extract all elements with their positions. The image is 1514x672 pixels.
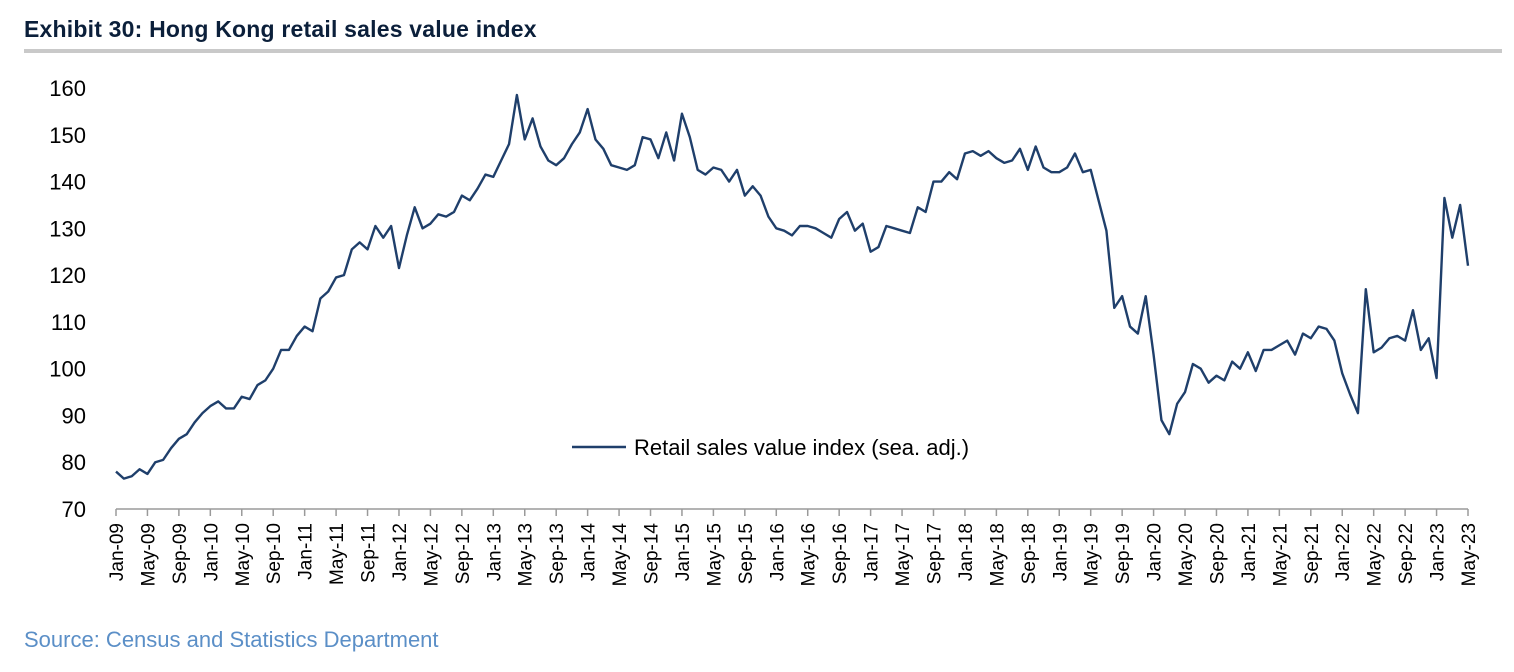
x-tick-label: Sep-12 <box>453 523 474 584</box>
x-tick-label: May-12 <box>421 523 442 586</box>
legend: Retail sales value index (sea. adj.) <box>572 435 969 460</box>
x-tick-label: Sep-13 <box>547 523 568 584</box>
x-tick-label: Jan-21 <box>1239 523 1260 581</box>
x-tick-label: May-10 <box>233 523 254 586</box>
x-tick-label: Sep-19 <box>1113 523 1134 584</box>
x-tick-label: May-15 <box>704 523 725 586</box>
x-tick-label: May-22 <box>1365 523 1386 586</box>
y-axis: 70 80 90 100 110 120 130 140 150 160 <box>49 76 86 522</box>
y-tick-label: 150 <box>49 123 86 148</box>
x-tick-label: May-18 <box>987 523 1008 586</box>
x-tick-label: May-20 <box>1176 523 1197 586</box>
x-tick-label: Jan-14 <box>579 523 600 582</box>
x-tick-label: Sep-22 <box>1396 523 1417 584</box>
x-tick-label: Sep-11 <box>359 523 380 583</box>
source-note: Source: Census and Statistics Department <box>24 627 439 652</box>
y-tick-label: 80 <box>62 450 86 475</box>
y-tick-label: 100 <box>49 357 86 382</box>
x-tick-label: Jan-18 <box>956 523 977 581</box>
y-tick-label: 140 <box>49 170 86 195</box>
x-tick-label: May-19 <box>1082 523 1103 586</box>
series-line-retail-sales <box>115 93 1470 480</box>
x-tick-label: Sep-21 <box>1302 523 1323 584</box>
x-tick-label: Sep-09 <box>170 523 191 584</box>
legend-label: Retail sales value index (sea. adj.) <box>634 435 969 460</box>
x-tick-label: May-16 <box>799 523 820 586</box>
x-tick-label: May-09 <box>138 523 159 586</box>
x-tick-label: Jan-11 <box>296 523 317 580</box>
x-tick-label: Sep-17 <box>924 523 945 584</box>
x-tick-label: Jan-19 <box>1050 523 1071 581</box>
x-tick-label: Sep-16 <box>830 523 851 584</box>
x-tick-label: Jan-15 <box>673 523 694 581</box>
y-tick-label: 90 <box>62 403 86 428</box>
x-tick-label: Jan-22 <box>1333 523 1354 581</box>
x-tick-label: May-14 <box>610 523 631 587</box>
x-tick-label: May-23 <box>1459 523 1480 586</box>
x-tick-label: May-21 <box>1270 523 1291 586</box>
x-tick-label: May-11 <box>327 523 348 585</box>
x-tick-label: Sep-15 <box>736 523 757 584</box>
x-tick-label: May-17 <box>893 523 914 586</box>
chart-title: Exhibit 30: Hong Kong retail sales value… <box>24 16 537 42</box>
x-tick-label: Jan-16 <box>767 523 788 581</box>
y-tick-label: 120 <box>49 263 86 288</box>
x-tick-label: Jan-17 <box>862 523 883 581</box>
x-tick-label: Jan-23 <box>1428 523 1449 581</box>
x-tick-label: Jan-13 <box>484 523 505 581</box>
x-tick-label: Sep-18 <box>1019 523 1040 584</box>
x-tick-label: Jan-10 <box>201 523 222 581</box>
y-tick-label: 160 <box>49 76 86 101</box>
x-tick-label: Jan-09 <box>107 523 128 581</box>
x-tick-label: Sep-20 <box>1207 523 1228 584</box>
y-tick-label: 110 <box>51 310 86 335</box>
y-tick-label: 70 <box>62 497 86 522</box>
x-tick-label: Jan-12 <box>390 523 411 581</box>
x-tick-label: May-13 <box>516 523 537 586</box>
series-group <box>115 93 1470 480</box>
x-tick-label: Jan-20 <box>1145 523 1166 581</box>
x-tick-label: Sep-14 <box>642 523 663 585</box>
x-tick-label: Sep-10 <box>264 523 285 584</box>
y-tick-label: 130 <box>49 216 86 241</box>
x-axis: Jan-09 May-09 Sep-09 Jan-10 May-10 Sep-10 Jan-… <box>107 508 1480 587</box>
title-divider <box>24 49 1502 53</box>
